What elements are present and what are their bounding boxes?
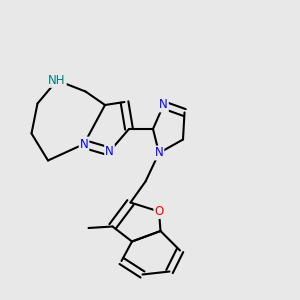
Text: N: N [159,98,168,112]
Text: N: N [80,137,88,151]
Text: N: N [154,146,164,160]
Text: O: O [154,205,164,218]
Text: N: N [105,145,114,158]
Text: NH: NH [48,74,66,87]
